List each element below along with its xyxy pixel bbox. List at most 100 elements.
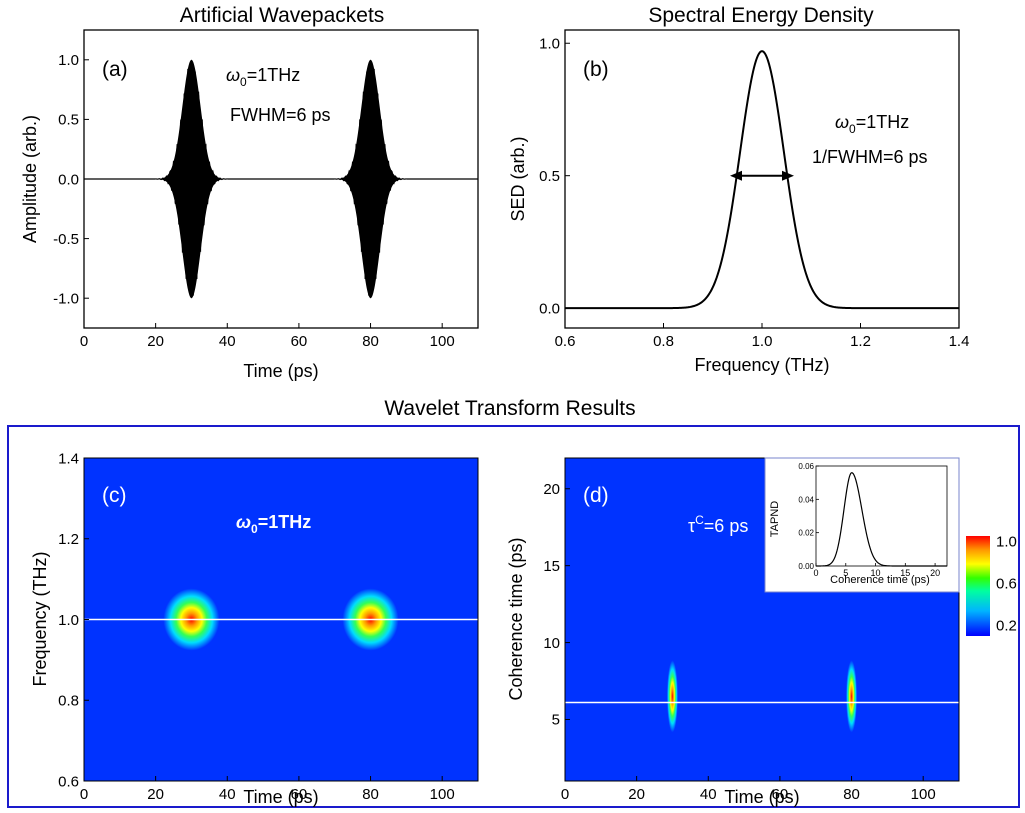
panel-b-ylabel: SED (arb.) xyxy=(508,136,528,221)
panel-c-xtick-label: 100 xyxy=(430,786,455,803)
inset-ytick-label: 0.00 xyxy=(798,562,814,571)
panel-b-data xyxy=(565,50,959,310)
omega-symbol: ω xyxy=(226,65,240,85)
panel-a-ytick-label: 0.5 xyxy=(58,112,79,129)
colorbar-tick-label: 0.2 xyxy=(996,617,1017,634)
panel-d-ytick-label: 5 xyxy=(552,712,560,729)
inset-frame xyxy=(815,465,948,567)
panel-b-ytick-label: 0.5 xyxy=(539,168,560,185)
title-wavelet-transform-results: Wavelet Transform Results xyxy=(384,397,635,420)
inset-ylabel: TAPND xyxy=(769,501,781,538)
panel-c-xtick-label: 0 xyxy=(80,786,88,803)
heatmap-spot-1 xyxy=(666,660,678,733)
omega-subscript: 0 xyxy=(240,75,247,89)
colorbar xyxy=(966,536,990,636)
panel-d-xtick-label: 20 xyxy=(628,786,645,803)
panel-b-xtick-label: 1.4 xyxy=(949,333,970,350)
panel-d-frame xyxy=(564,457,960,782)
panel-b-ticks: 0.6 0.8 1.0 1.2 1.4 0.0 0.5 1.0 xyxy=(539,35,969,350)
panel-d-inset-background xyxy=(764,457,960,593)
panel-c-omega-annotation: ω0=1THz xyxy=(236,512,311,536)
heatmap-spot-2 xyxy=(846,660,858,733)
panel-d-ytick-label: 10 xyxy=(543,635,560,652)
panel-a-xtick-label: 0 xyxy=(80,333,88,350)
wavepacket-1 xyxy=(148,59,235,299)
panel-a-ticks: 0 20 40 60 80 100 -1.0 -0.5 0.0 0.5 1.0 xyxy=(53,52,455,350)
panel-a-xtick-label: 80 xyxy=(362,333,379,350)
panel-a-ylabel: Amplitude (arb.) xyxy=(20,115,40,243)
panel-c-ytick-label: 1.0 xyxy=(58,612,79,629)
panel-c-ytick-label: 1.4 xyxy=(58,450,79,467)
panel-d-xtick-label: 40 xyxy=(700,786,717,803)
panel-c-ytick-label: 0.6 xyxy=(58,773,79,790)
panel-a-xtick-label: 40 xyxy=(219,333,236,350)
panel-a-xtick-label: 100 xyxy=(430,333,455,350)
inset-xtick-label: 20 xyxy=(930,568,940,578)
title-artificial-wavepackets: Artificial Wavepackets xyxy=(180,4,385,27)
panel-c-xtick-label: 60 xyxy=(291,786,308,803)
panel-d-xtick-label: 60 xyxy=(772,786,789,803)
panel-b-xtick-label: 1.0 xyxy=(752,333,773,350)
panel-b-fwhm-annotation: 1/FWHM=6 ps xyxy=(812,147,928,167)
panel-a-label: (a) xyxy=(102,58,128,81)
fwhm-arrow-left-head xyxy=(729,170,742,181)
panel-c-xtick-label: 80 xyxy=(362,786,379,803)
panel-a-ytick-label: 0.0 xyxy=(58,171,79,188)
panel-a-xtick-label: 20 xyxy=(147,333,164,350)
panel-d-tau-annotation: τC=6 ps xyxy=(688,513,748,536)
inset-xtick-label: 15 xyxy=(900,568,910,578)
fwhm-arrow-right-head xyxy=(782,170,795,181)
panel-b-xtick-label: 0.8 xyxy=(653,333,674,350)
wavepacket-signal-line xyxy=(84,60,478,296)
panel-d-xtick-label: 100 xyxy=(911,786,936,803)
panel-c-xtick-label: 20 xyxy=(147,786,164,803)
panel-d-ytick-label: 15 xyxy=(543,558,560,575)
omega-symbol: ω xyxy=(236,512,251,532)
tau-value: =6 ps xyxy=(704,516,749,536)
panel-d-xtick-label: 0 xyxy=(561,786,569,803)
panel-b-xtick-label: 1.2 xyxy=(850,333,871,350)
inset-tapnd-curve xyxy=(816,472,947,567)
colorbar-tick-label: 1.0 xyxy=(996,533,1017,550)
inset-xlabel: Coherence time (ps) xyxy=(830,574,930,586)
wavepacket-2 xyxy=(327,59,414,299)
panel-b: 0.6 0.8 1.0 1.2 1.4 0.0 0.5 1.0 (b) ω0=1THz 1/F… xyxy=(508,29,969,375)
panel-c-xlabel: Time (ps) xyxy=(243,787,318,807)
inset-xtick-label: 10 xyxy=(871,568,881,578)
title-spectral-energy-density: Spectral Energy Density xyxy=(648,4,874,27)
panel-b-ytick-label: 1.0 xyxy=(539,35,560,52)
panel-a-omega-annotation: ω0=1THz xyxy=(226,65,300,89)
panel-c-ticks: 0 20 40 60 80 100 0.6 0.8 1.0 1.2 1.4 xyxy=(58,450,455,803)
omega-value: =1THz xyxy=(258,512,312,532)
sed-curve xyxy=(565,50,959,310)
panel-a-ytick-label: -1.0 xyxy=(53,290,79,307)
colorbar-tick-label: 0.6 xyxy=(996,575,1017,592)
inset-ytick-label: 0.06 xyxy=(798,462,814,471)
bottom-panel-frame xyxy=(7,425,1020,808)
panel-d-xtick-label: 80 xyxy=(843,786,860,803)
panel-b-label: (b) xyxy=(583,58,609,81)
inset-ytick-label: 0.04 xyxy=(798,495,814,504)
panel-d-data xyxy=(565,660,959,733)
inset-xtick-label: 5 xyxy=(843,568,848,578)
inset-ytick-label: 0.02 xyxy=(798,529,814,538)
panel-d-ylabel: Coherence time (ps) xyxy=(506,537,526,700)
omega-subscript: 0 xyxy=(251,522,258,536)
panel-a-xlabel: Time (ps) xyxy=(243,361,318,381)
inset-xtick-label: 0 xyxy=(813,568,818,578)
panel-c-xtick-label: 40 xyxy=(219,786,236,803)
panel-c-data xyxy=(84,588,478,651)
panel-b-frame xyxy=(564,29,960,329)
panel-c-label: (c) xyxy=(102,484,127,507)
panel-c-ylabel: Frequency (THz) xyxy=(30,551,50,686)
panel-a-data xyxy=(84,59,478,299)
panel-b-xlabel: Frequency (THz) xyxy=(694,355,829,375)
omega-subscript: 0 xyxy=(849,122,856,136)
panel-d-ytick-label: 20 xyxy=(543,481,560,498)
panel-a-xtick-label: 60 xyxy=(291,333,308,350)
panel-a-ytick-label: -0.5 xyxy=(53,231,79,248)
panel-c-ytick-label: 0.8 xyxy=(58,693,79,710)
